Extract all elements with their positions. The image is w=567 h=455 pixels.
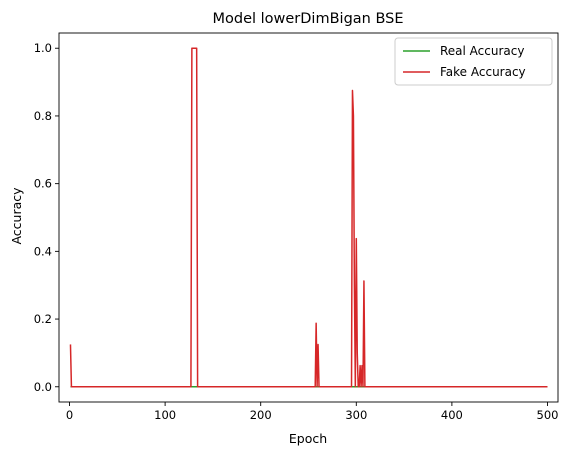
x-tick-label: 200: [250, 408, 272, 422]
y-tick-label: 0.6: [34, 177, 52, 191]
y-tick-label: 1.0: [34, 41, 52, 55]
x-tick-label: 400: [441, 408, 463, 422]
plot-area: [69, 47, 548, 388]
y-tick-label: 0.8: [34, 109, 52, 123]
x-tick-label: 500: [537, 408, 559, 422]
x-tick-label: 300: [345, 408, 367, 422]
x-tick-label: 0: [66, 408, 73, 422]
y-axis-label: Accuracy: [9, 187, 24, 245]
chart-title: Model lowerDimBigan BSE: [212, 11, 403, 27]
plot-frame: [58, 32, 559, 403]
legend-entry-label: Real Accuracy: [440, 44, 524, 58]
y-tick-label: 0.2: [34, 312, 52, 326]
legend-box: [394, 37, 553, 86]
legend-entry-label: Fake Accuracy: [440, 65, 526, 79]
series-line-fake-accuracy: [69, 47, 548, 388]
x-axis-label: Epoch: [289, 431, 327, 446]
legend: Real Accuracy Fake Accuracy: [394, 37, 553, 86]
x-axis-ticks: 0 100 200 300 400 500: [66, 402, 559, 422]
y-tick-label: 0.4: [34, 244, 52, 258]
x-tick-label: 100: [154, 408, 176, 422]
y-tick-label: 0.0: [34, 380, 52, 394]
y-axis-ticks: 0.0 0.2 0.4 0.6 0.8 1.0: [34, 41, 59, 394]
